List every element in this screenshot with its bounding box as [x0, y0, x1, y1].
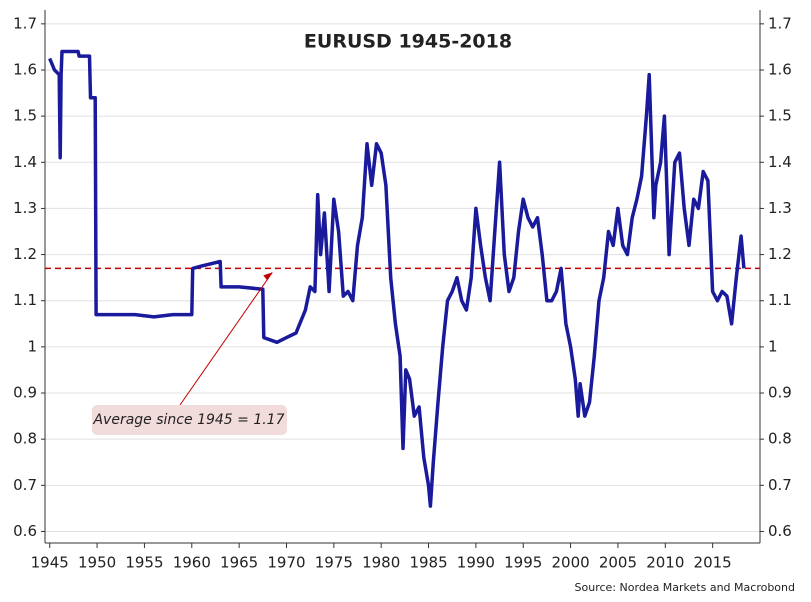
x-tick-label: 1975: [315, 554, 353, 572]
x-tick-label: 1990: [457, 554, 495, 572]
y2-tick-label: 0.6: [768, 522, 792, 540]
x-tick-label: 1995: [504, 554, 542, 572]
arrow-head: [263, 272, 273, 281]
y-tick-label: 1.1: [13, 291, 37, 309]
x-tick-label: 2010: [646, 554, 684, 572]
y-tick-label: 1.6: [13, 60, 37, 78]
y2-tick-label: 0.9: [768, 384, 792, 402]
source: Source: Nordea Markets and Macrobond: [575, 581, 795, 594]
x-tick-label: 1965: [220, 554, 258, 572]
y2-tick-label: 1.5: [768, 107, 792, 125]
x-tick-label: 1960: [173, 554, 211, 572]
annotation: Average since 1945 = 1.17: [92, 412, 284, 428]
x-tick-label: 2015: [694, 554, 732, 572]
y2-tick-label: 1.4: [768, 153, 792, 171]
x-tick-label: 1985: [409, 554, 447, 572]
y2-tick-label: 1.1: [768, 291, 792, 309]
y2-tick-label: 0.8: [768, 430, 792, 448]
line-series: [48, 49, 746, 508]
chart-title: EURUSD 1945-2018: [304, 31, 512, 53]
y2-tick-label: 1.7: [768, 14, 792, 32]
y2-tick-label: 1.6: [768, 60, 792, 78]
y2-tick-label: 1.3: [768, 199, 792, 217]
y2-tick-label: 1.2: [768, 245, 792, 263]
y-tick-label: 0.9: [13, 384, 37, 402]
y-tick-label: 1.2: [13, 245, 37, 263]
y2-tick-label: 0.7: [768, 476, 792, 494]
x-tick-label: 2000: [552, 554, 590, 572]
x-tick-label: 1970: [267, 554, 305, 572]
y-tick-label: 1: [27, 337, 37, 355]
y-tick-label: 0.7: [13, 476, 37, 494]
annotation-box: [92, 405, 287, 435]
annotation-arrow: [179, 272, 273, 406]
y-tick-label: 1.3: [13, 199, 37, 217]
y-tick-label: 0.6: [13, 522, 37, 540]
x-tick-label: 1950: [78, 554, 116, 572]
y-tick-label: 1.7: [13, 14, 37, 32]
x-tick-label: 1955: [125, 554, 163, 572]
y-tick-label: 1.4: [13, 153, 37, 171]
y2-tick-label: 1: [768, 337, 778, 355]
x-tick-label: 1980: [362, 554, 400, 572]
y-tick-label: 0.8: [13, 430, 37, 448]
x-tick-label: 2005: [599, 554, 637, 572]
y-tick-label: 1.5: [13, 107, 37, 125]
x-tick-label: 1945: [31, 554, 69, 572]
